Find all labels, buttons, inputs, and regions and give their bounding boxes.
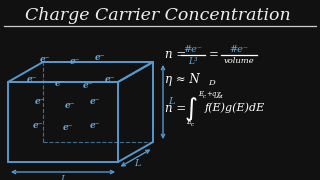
Text: η ≈ N: η ≈ N bbox=[165, 73, 200, 87]
Text: D: D bbox=[208, 79, 215, 87]
Text: e⁻: e⁻ bbox=[90, 120, 100, 129]
Text: e⁻: e⁻ bbox=[83, 80, 93, 89]
Text: si: si bbox=[219, 93, 224, 98]
Text: E: E bbox=[198, 90, 203, 98]
Text: e⁻: e⁻ bbox=[65, 100, 75, 109]
Text: n =: n = bbox=[165, 48, 186, 62]
Text: #e⁻: #e⁻ bbox=[183, 44, 203, 53]
Text: c: c bbox=[191, 122, 194, 127]
Text: e⁻: e⁻ bbox=[105, 75, 115, 84]
Text: E: E bbox=[186, 118, 191, 126]
Text: L: L bbox=[134, 159, 140, 168]
Text: n =: n = bbox=[165, 102, 186, 114]
Text: f(E)g(E)dE: f(E)g(E)dE bbox=[205, 103, 265, 113]
Text: e⁻: e⁻ bbox=[55, 78, 65, 87]
Text: e⁻: e⁻ bbox=[95, 53, 105, 62]
Text: =: = bbox=[209, 48, 219, 62]
Text: e⁻: e⁻ bbox=[33, 120, 43, 129]
Text: e⁻: e⁻ bbox=[35, 98, 45, 107]
Text: +qχ: +qχ bbox=[206, 90, 220, 98]
Text: e⁻: e⁻ bbox=[40, 55, 50, 64]
Text: ∫: ∫ bbox=[185, 97, 197, 121]
Text: e⁻: e⁻ bbox=[63, 123, 73, 132]
Text: volume: volume bbox=[224, 57, 254, 65]
Text: L: L bbox=[60, 174, 66, 180]
Text: L³: L³ bbox=[188, 57, 198, 66]
Text: #e⁻: #e⁻ bbox=[229, 44, 249, 53]
Text: e⁻: e⁻ bbox=[27, 75, 37, 84]
Text: e⁻: e⁻ bbox=[70, 57, 80, 66]
Text: c: c bbox=[203, 93, 206, 98]
Text: e⁻: e⁻ bbox=[90, 98, 100, 107]
Text: Charge Carrier Concentration: Charge Carrier Concentration bbox=[25, 6, 291, 24]
Text: L: L bbox=[168, 98, 174, 107]
